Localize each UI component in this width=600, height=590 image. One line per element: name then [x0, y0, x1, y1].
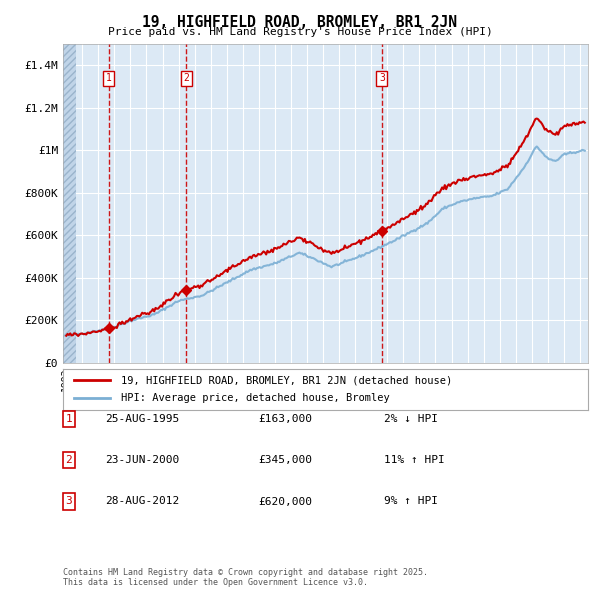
Text: 28-AUG-2012: 28-AUG-2012 — [105, 497, 179, 506]
Text: £163,000: £163,000 — [258, 414, 312, 424]
Text: 25-AUG-1995: 25-AUG-1995 — [105, 414, 179, 424]
Text: This data is licensed under the Open Government Licence v3.0.: This data is licensed under the Open Gov… — [63, 578, 368, 587]
Text: 1: 1 — [65, 414, 73, 424]
Text: 11% ↑ HPI: 11% ↑ HPI — [384, 455, 445, 465]
Text: 19, HIGHFIELD ROAD, BROMLEY, BR1 2JN: 19, HIGHFIELD ROAD, BROMLEY, BR1 2JN — [143, 15, 458, 30]
Text: 2: 2 — [65, 455, 73, 465]
Text: 23-JUN-2000: 23-JUN-2000 — [105, 455, 179, 465]
Text: 2% ↓ HPI: 2% ↓ HPI — [384, 414, 438, 424]
Text: Contains HM Land Registry data © Crown copyright and database right 2025.: Contains HM Land Registry data © Crown c… — [63, 568, 428, 577]
Text: 19, HIGHFIELD ROAD, BROMLEY, BR1 2JN (detached house): 19, HIGHFIELD ROAD, BROMLEY, BR1 2JN (de… — [121, 375, 452, 385]
Text: 9% ↑ HPI: 9% ↑ HPI — [384, 497, 438, 506]
Text: 3: 3 — [379, 73, 385, 83]
Text: 1: 1 — [106, 73, 112, 83]
Text: £345,000: £345,000 — [258, 455, 312, 465]
Text: 3: 3 — [65, 497, 73, 506]
Text: HPI: Average price, detached house, Bromley: HPI: Average price, detached house, Brom… — [121, 394, 389, 404]
Text: Price paid vs. HM Land Registry's House Price Index (HPI): Price paid vs. HM Land Registry's House … — [107, 27, 493, 37]
Text: 2: 2 — [184, 73, 189, 83]
Text: £620,000: £620,000 — [258, 497, 312, 506]
